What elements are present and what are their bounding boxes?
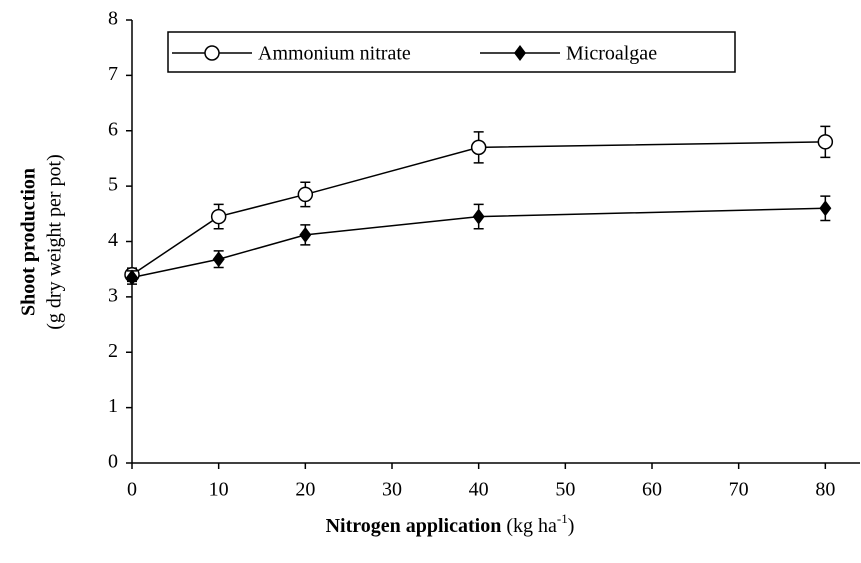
y-tick-label: 6 (108, 118, 118, 140)
x-axis-label-close: ) (568, 515, 575, 537)
x-axis-label: Nitrogen application (kg ha-1) (326, 511, 575, 537)
x-tick-label: 10 (209, 479, 229, 501)
marker (297, 186, 314, 203)
x-tick-label: 40 (469, 479, 489, 501)
x-tick-label: 60 (642, 479, 662, 501)
marker (819, 200, 832, 217)
x-tick-label: 80 (815, 479, 835, 501)
marker (126, 269, 138, 286)
x-axis-label-main: Nitrogen application (326, 515, 502, 537)
x-tick-label: 50 (555, 479, 575, 501)
y-tick-label: 0 (108, 451, 118, 473)
y-tick-label: 7 (108, 63, 118, 85)
y-tick-label: 2 (108, 340, 118, 362)
y-tick-label: 1 (108, 395, 118, 417)
x-axis-label-sup: -1 (557, 511, 568, 526)
x-tick-label: 70 (729, 479, 749, 501)
x-tick-label: 20 (295, 479, 315, 501)
y-axis-label-main: Shoot production (18, 168, 40, 316)
marker (470, 139, 487, 156)
y-axis-label-unit: (g dry weight per pot) (44, 154, 66, 330)
marker (210, 208, 227, 225)
marker (514, 45, 526, 61)
x-tick-label: 30 (382, 479, 402, 501)
legend-label: Microalgae (566, 43, 657, 65)
marker (299, 226, 312, 243)
legend-box (167, 31, 736, 73)
y-tick-label: 8 (108, 8, 118, 30)
x-tick-label: 0 (127, 479, 137, 501)
marker (472, 208, 485, 225)
y-axis-label: Shoot production (g dry weight per pot) (18, 154, 66, 330)
y-tick-label: 5 (108, 174, 118, 196)
legend-label: Ammonium nitrate (258, 43, 411, 65)
y-tick-label: 4 (108, 229, 118, 251)
marker (212, 251, 225, 268)
marker (817, 134, 834, 150)
y-tick-label: 3 (108, 284, 118, 306)
x-axis-label-unit: (kg ha (506, 515, 557, 537)
marker (204, 45, 220, 61)
